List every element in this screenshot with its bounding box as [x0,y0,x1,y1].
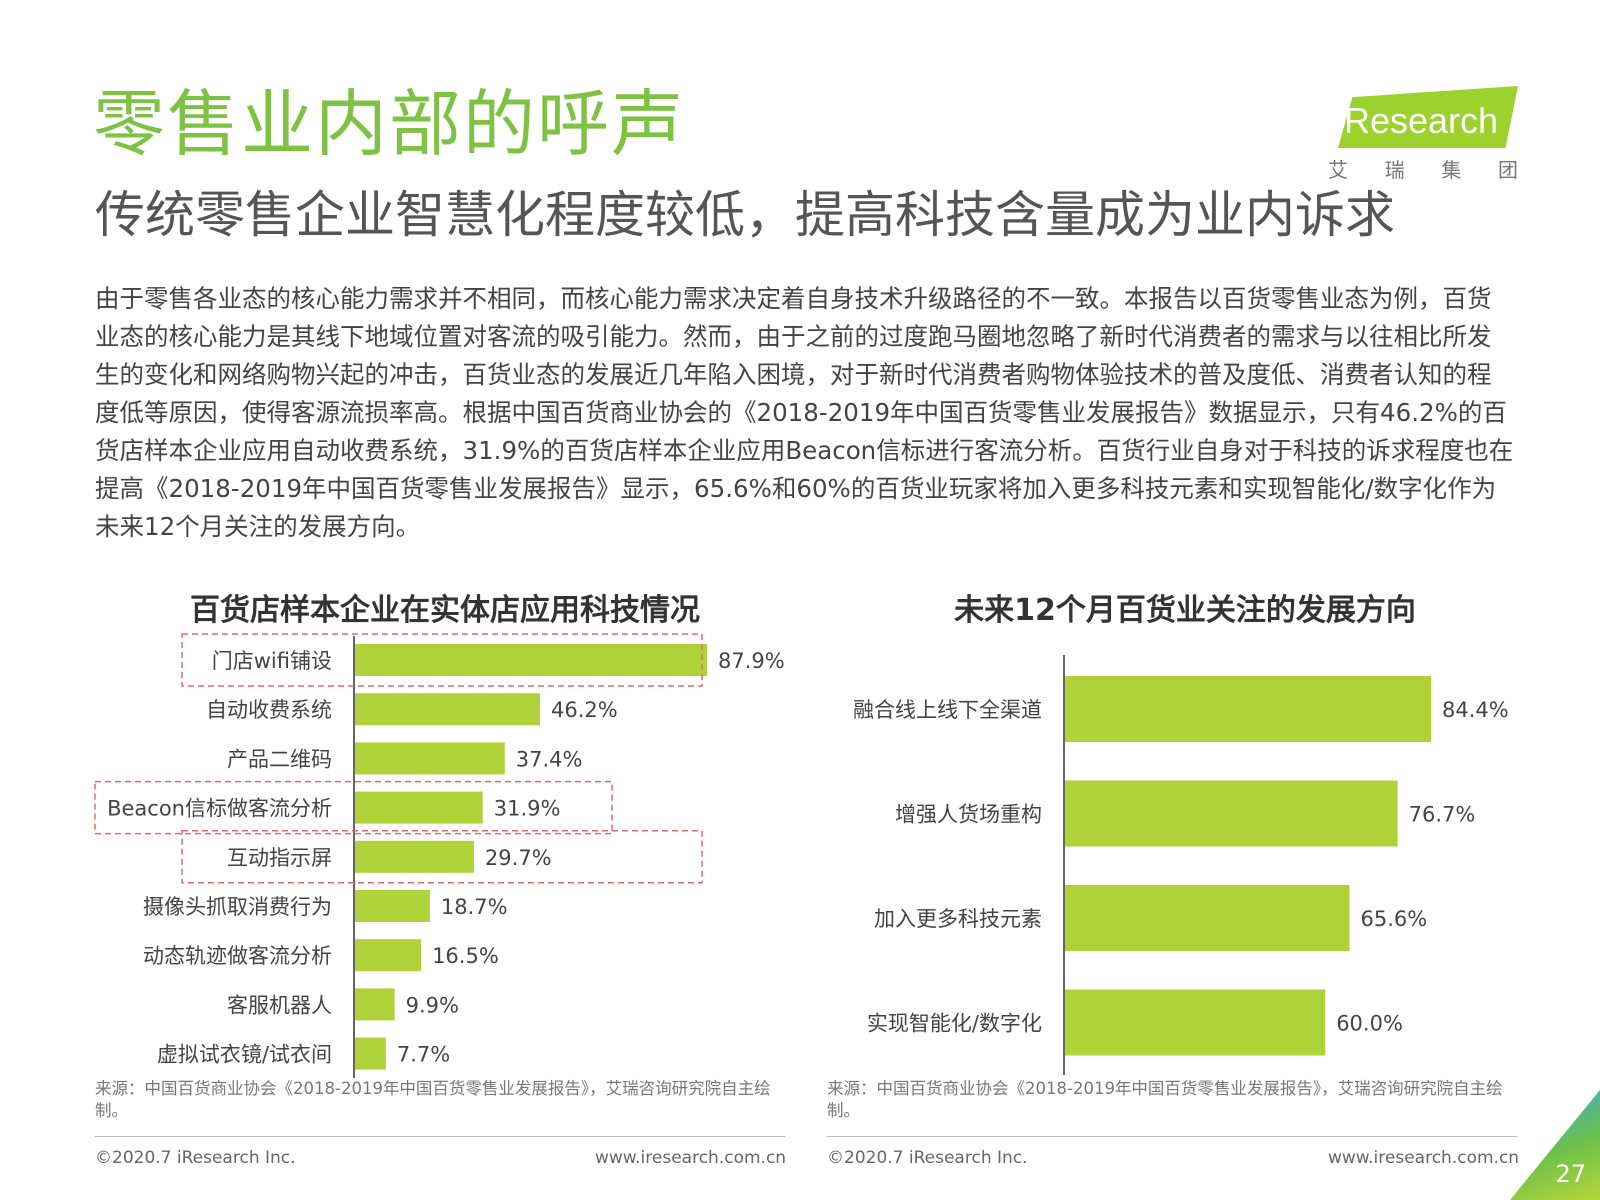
category-label: 摄像头抓取消费行为 [143,895,332,919]
category-label: 自动收费系统 [206,698,332,722]
value-label: 31.9% [494,797,561,821]
bar [355,742,505,775]
bar [355,1037,386,1070]
footer-url-right[interactable]: www.iresearch.com.cn [1328,1148,1520,1168]
category-label: Beacon信标做客流分析 [107,797,332,821]
logo-background [1338,86,1518,148]
category-label: 动态轨迹做客流分析 [143,944,332,968]
chart-title-tech-usage: 百货店样本企业在实体店应用科技情况 [190,593,700,628]
source-note-left: 来源：中国百货商业协会《2018-2019年中国百货零售业发展报告》，艾瑞咨询研… [95,1079,771,1120]
category-label: 客服机器人 [227,993,332,1017]
bar [1065,885,1350,951]
source-note-right: 来源：中国百货商业协会《2018-2019年中国百货零售业发展报告》，艾瑞咨询研… [827,1079,1503,1120]
page-title: 零售业内部的呼声 [93,82,686,166]
value-label: 87.9% [718,649,785,673]
category-label: 融合线上线下全渠道 [853,698,1042,722]
page-number: 27 [1555,1160,1586,1188]
value-label: 84.4% [1442,698,1509,722]
value-label: 60.0% [1336,1012,1403,1036]
value-label: 29.7% [485,846,552,870]
footer-divider-right [827,1136,1517,1137]
value-label: 9.9% [406,993,459,1017]
bar [1065,780,1398,847]
bar [1065,676,1431,742]
bar [355,644,707,676]
chart-title-development-direction: 未来12个月百货业关注的发展方向 [954,593,1416,628]
category-label: 虚拟试衣镜/试衣间 [157,1043,332,1067]
category-label: 产品二维码 [227,747,332,771]
category-label: 实现智能化/数字化 [867,1012,1042,1036]
body-paragraph: 由于零售各业态的核心能力需求并不相同，而核心能力需求决定着自身技术升级路径的不一… [95,284,1514,541]
footer-copyright-left: ©2020.7 iResearch Inc. [95,1148,296,1168]
category-label: 增强人货场重构 [895,803,1042,827]
category-label: 门店wifi铺设 [212,649,332,673]
logo-word: iResearch [1335,100,1499,141]
bar [1065,989,1326,1056]
value-label: 37.4% [516,747,583,771]
value-label: 18.7% [441,895,508,919]
category-label: 互动指示屏 [227,846,332,870]
bar [355,791,483,824]
footer-url-left[interactable]: www.iresearch.com.cn [595,1148,787,1168]
footer-divider-left [95,1136,785,1137]
logo-char: 艾 [1328,158,1348,182]
value-label: 65.6% [1360,907,1427,931]
bar [355,693,541,726]
logo-char: 瑞 [1384,158,1405,182]
iresearch-logo: iResearch 艾 瑞 集 团 [1322,86,1522,186]
value-label: 16.5% [432,944,499,968]
page-subtitle: 传统零售企业智慧化程度较低，提高科技含量成为业内诉求 [95,186,1395,244]
logo-chinese: 艾 瑞 集 团 [1328,154,1518,183]
bar [355,840,474,873]
category-label: 加入更多科技元素 [874,907,1042,931]
footer-copyright-right: ©2020.7 iResearch Inc. [827,1148,1028,1168]
value-label: 76.7% [1409,803,1476,827]
bar [355,988,395,1021]
value-label: 7.7% [397,1043,450,1067]
bar [355,939,422,972]
value-label: 46.2% [551,698,618,722]
highlight-box [94,780,613,835]
bar [355,890,430,922]
logo-char: 团 [1497,158,1518,182]
highlight-box [181,830,703,884]
highlight-box [181,633,703,687]
logo-char: 集 [1441,158,1462,182]
